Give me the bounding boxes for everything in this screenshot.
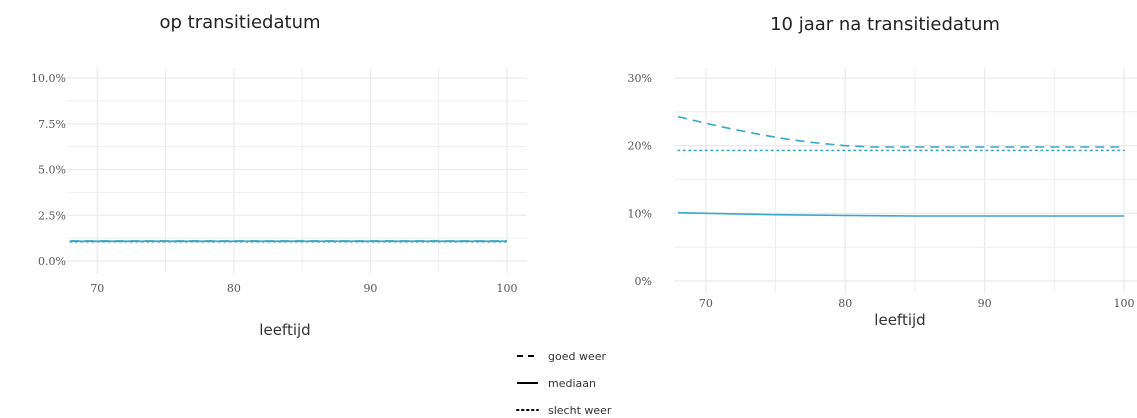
y-tick-label: 7.5% <box>38 118 66 131</box>
y-tick-label: 10.0% <box>31 72 66 85</box>
y-tick-label: 30% <box>628 72 652 85</box>
panel-10-jaar-na-transitiedatum: 10 jaar na transitiedatum 0% 10% 20% 30% 70… <box>628 14 1137 329</box>
y-tick-label: 5.0% <box>38 164 66 177</box>
legend-label-goed-weer: goed weer <box>548 350 606 363</box>
legend-label-slecht-weer: slecht weer <box>548 404 612 417</box>
y-tick-label: 10% <box>628 207 652 220</box>
series-line-mediaan <box>677 211 1124 217</box>
x-tick-label: 70 <box>699 297 713 310</box>
x-tick-label: 70 <box>90 282 104 295</box>
y-tick-label: 0.0% <box>38 255 66 268</box>
x-tick-label: 90 <box>978 297 992 310</box>
x-tick-label: 90 <box>363 282 377 295</box>
series-line-goed-weer <box>677 115 1124 148</box>
legend-label-mediaan: mediaan <box>548 377 596 390</box>
x-axis-label: leeftijd <box>259 321 310 339</box>
panel-op-transitiedatum: op transitiedatum 0.0%2.5%5.0%7.5%10.0% … <box>31 12 527 339</box>
x-axis-label: leeftijd <box>874 311 925 329</box>
y-tick-label: 0% <box>635 275 652 288</box>
x-tick-label: 80 <box>838 297 852 310</box>
y-tick-label: 2.5% <box>38 209 66 222</box>
x-tick-label: 100 <box>1114 297 1135 310</box>
x-tick-label: 100 <box>497 282 518 295</box>
chart-title: 10 jaar na transitiedatum <box>770 14 1000 35</box>
y-tick-label: 20% <box>628 140 652 153</box>
x-tick-label: 80 <box>227 282 241 295</box>
legend: goed weer mediaan slecht weer <box>516 350 612 417</box>
chart-title: op transitiedatum <box>159 12 320 33</box>
